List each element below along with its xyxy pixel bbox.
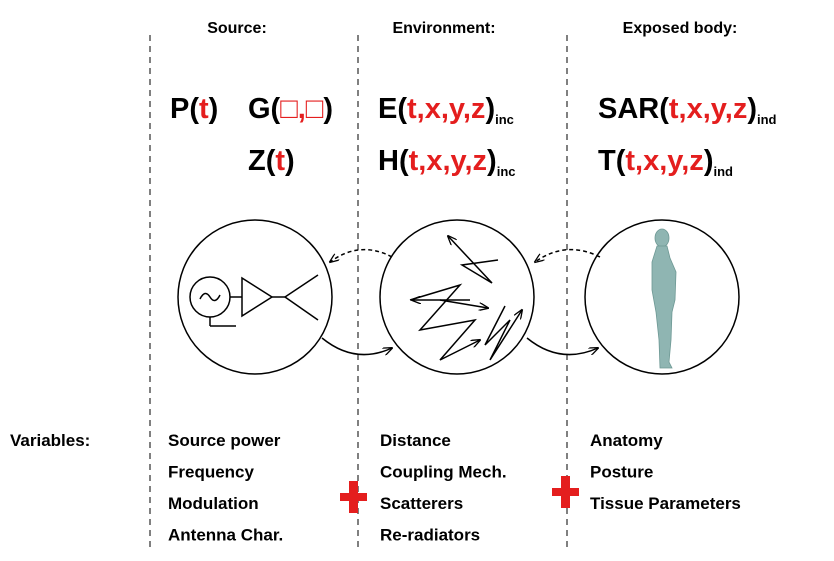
formula: G(□,□)	[248, 93, 333, 125]
formula-part: SAR(	[598, 93, 669, 125]
formula: H(t,x,y,z)inc	[378, 145, 516, 179]
formula-part: G(	[248, 93, 281, 125]
formula-part: )	[747, 93, 757, 125]
formula-part: □,□	[280, 93, 324, 125]
column-header: Source:	[207, 20, 267, 37]
human-figure	[651, 228, 677, 369]
column-dividers	[149, 35, 568, 548]
variable-item: Re-radiators	[380, 526, 480, 545]
formula: E(t,x,y,z)inc	[378, 93, 514, 127]
formula-part: t,x,y,z	[669, 93, 747, 125]
scatter-arrows	[409, 236, 522, 361]
formula-part: P(	[170, 93, 199, 125]
formula-part: t	[275, 145, 285, 177]
variable-item: Anatomy	[590, 431, 663, 450]
formula: Z(t)	[248, 145, 295, 177]
formula-part: )	[285, 145, 295, 177]
formula-part: E(	[378, 93, 407, 125]
variable-item: Source power	[168, 431, 281, 450]
formula-part: )	[487, 145, 497, 177]
formula: SAR(t,x,y,z)ind	[598, 93, 777, 127]
stage-circles	[177, 219, 740, 375]
variable-item: Scatterers	[380, 494, 463, 513]
formula-part: )	[323, 93, 333, 125]
formula-part: )	[209, 93, 219, 125]
formula-part: Z(	[248, 145, 276, 177]
variable-item: Antenna Char.	[168, 526, 283, 545]
variable-item: Coupling Mech.	[380, 463, 507, 482]
formula-subscript: ind	[757, 112, 777, 127]
variable-item: Tissue Parameters	[590, 494, 741, 513]
variable-item: Frequency	[168, 463, 255, 482]
formula-part: t	[199, 93, 209, 125]
variable-item: Posture	[590, 463, 653, 482]
formula-subscript: ind	[713, 164, 733, 179]
source-symbol	[189, 274, 319, 327]
formula-subscript: inc	[497, 164, 516, 179]
plus-signs	[340, 476, 579, 513]
formula: T(t,x,y,z)ind	[598, 145, 733, 179]
column-header: Exposed body:	[623, 20, 738, 37]
formula: P(t)	[170, 93, 218, 125]
variable-item: Modulation	[168, 494, 259, 513]
formula-part: )	[485, 93, 495, 125]
formula-part: t,x,y,z	[407, 93, 485, 125]
formula-part: t,x,y,z	[625, 145, 703, 177]
coupling-arrows	[321, 248, 600, 355]
variables-label: Variables:	[10, 431, 90, 450]
formula-part: t,x,y,z	[409, 145, 487, 177]
formula-part: T(	[598, 145, 626, 177]
column-header: Environment:	[392, 20, 495, 37]
formula-part: )	[704, 145, 714, 177]
formula-part: H(	[378, 145, 409, 177]
variable-item: Distance	[380, 431, 451, 450]
formula-subscript: inc	[495, 112, 514, 127]
